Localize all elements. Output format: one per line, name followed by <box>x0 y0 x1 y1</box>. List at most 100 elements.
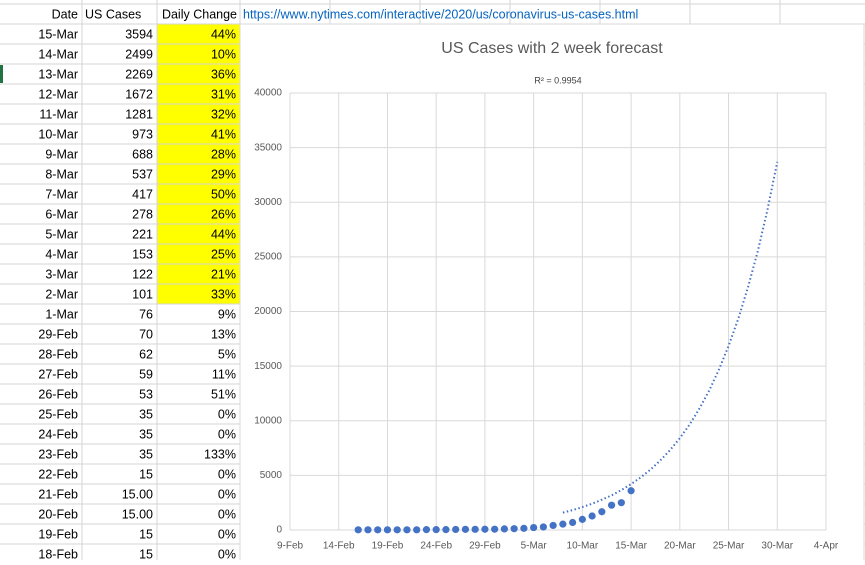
change-cell: 31% <box>211 87 236 101</box>
cases-cell: 122 <box>132 267 153 281</box>
change-cell: 0% <box>218 467 236 481</box>
date-cell: 29-Feb <box>38 327 78 341</box>
data-point <box>500 525 508 533</box>
cases-cell: 76 <box>139 307 153 321</box>
data-point <box>510 525 518 533</box>
cases-cell: 973 <box>132 127 153 141</box>
chart-title: US Cases with 2 week forecast <box>441 40 663 57</box>
cases-cell: 221 <box>132 227 153 241</box>
cell-highlight <box>157 184 240 204</box>
date-cell: 18-Feb <box>38 547 78 560</box>
cell-highlight <box>157 124 240 144</box>
data-point <box>588 512 596 520</box>
chart-frame <box>239 23 865 565</box>
cases-cell: 537 <box>132 167 153 181</box>
cell-highlight <box>157 44 240 64</box>
date-cell: 7-Mar <box>45 187 78 201</box>
date-cell: 12-Mar <box>38 87 78 101</box>
change-cell: 11% <box>212 367 236 381</box>
data-point <box>383 526 392 534</box>
change-cell: 5% <box>218 347 236 361</box>
cases-cell: 15 <box>139 547 153 560</box>
cell-highlight <box>157 224 240 244</box>
date-cell: 14-Mar <box>38 47 78 61</box>
cell-highlight <box>157 264 240 284</box>
data-point <box>481 525 489 533</box>
x-tick-label: 15-Mar <box>615 541 647 552</box>
data-point <box>422 526 431 534</box>
data-point <box>374 526 382 534</box>
cell-highlight <box>157 244 240 264</box>
data-point <box>520 524 528 532</box>
column-header: US Cases <box>85 7 141 21</box>
cases-cell: 688 <box>132 147 153 161</box>
cell-highlight <box>157 64 240 84</box>
change-cell: 0% <box>218 427 236 441</box>
data-point <box>530 523 538 532</box>
date-cell: 8-Mar <box>45 167 78 181</box>
x-tick-label: 20-Mar <box>664 541 696 552</box>
y-tick-label: 10000 <box>254 415 282 426</box>
date-cell: 15-Mar <box>38 27 78 41</box>
cases-cell: 1672 <box>125 87 153 101</box>
x-tick-label: 29-Feb <box>469 541 501 552</box>
date-cell: 10-Mar <box>38 127 78 141</box>
change-cell: 9% <box>218 307 236 321</box>
data-point <box>413 526 421 534</box>
change-cell: 21% <box>211 267 236 281</box>
change-cell: 133% <box>204 447 236 461</box>
y-tick-label: 5000 <box>260 470 283 481</box>
row-selector <box>0 65 3 83</box>
change-cell: 41% <box>211 127 236 141</box>
change-cell: 44% <box>211 227 236 241</box>
date-cell: 25-Feb <box>38 407 78 421</box>
change-cell: 28% <box>211 147 236 161</box>
data-point <box>559 520 567 528</box>
cases-cell: 62 <box>139 347 153 361</box>
date-cell: 26-Feb <box>38 387 78 401</box>
date-cell: 20-Feb <box>38 507 78 521</box>
y-tick-label: 30000 <box>254 197 282 208</box>
change-cell: 10% <box>211 47 236 61</box>
r-squared: R² = 0.9954 <box>534 75 581 85</box>
data-point <box>442 526 450 534</box>
x-tick-label: 5-Mar <box>521 541 548 552</box>
date-cell: 11-Mar <box>39 107 78 121</box>
x-tick-label: 10-Mar <box>567 541 599 552</box>
cell-highlight <box>157 104 240 124</box>
change-cell: 25% <box>211 247 236 261</box>
cases-cell: 2499 <box>125 47 153 61</box>
change-cell: 0% <box>218 407 236 421</box>
cell-highlight <box>157 84 240 104</box>
change-cell: 33% <box>211 287 236 301</box>
date-cell: 4-Mar <box>45 247 78 261</box>
column-header: Date <box>52 7 78 21</box>
y-tick-label: 35000 <box>254 142 282 153</box>
y-tick-label: 25000 <box>254 252 282 263</box>
cases-cell: 15 <box>139 527 153 541</box>
change-cell: 0% <box>218 487 236 501</box>
link: https://www.nytimes.com/interactive/2020… <box>243 7 638 21</box>
change-cell: 13% <box>211 327 236 341</box>
cases-cell: 153 <box>132 247 153 261</box>
data-point <box>608 501 616 509</box>
cases-cell: 59 <box>139 367 153 381</box>
y-tick-label: 40000 <box>254 88 282 99</box>
cases-cell: 2269 <box>125 67 153 81</box>
cell-highlight <box>157 284 240 304</box>
date-cell: 21-Feb <box>38 487 78 501</box>
data-point <box>549 521 557 530</box>
data-point <box>569 518 577 527</box>
date-cell: 27-Feb <box>38 367 78 381</box>
cases-cell: 15.00 <box>122 507 153 521</box>
date-cell: 5-Mar <box>45 227 78 241</box>
cases-cell: 70 <box>139 327 153 341</box>
x-tick-label: 24-Feb <box>420 541 452 552</box>
change-cell: 36% <box>211 67 236 81</box>
cases-cell: 35 <box>139 447 153 461</box>
y-tick-label: 20000 <box>254 306 282 317</box>
column-header: Daily Change <box>162 7 237 21</box>
change-cell: 0% <box>218 527 236 541</box>
date-cell: 19-Feb <box>38 527 78 541</box>
